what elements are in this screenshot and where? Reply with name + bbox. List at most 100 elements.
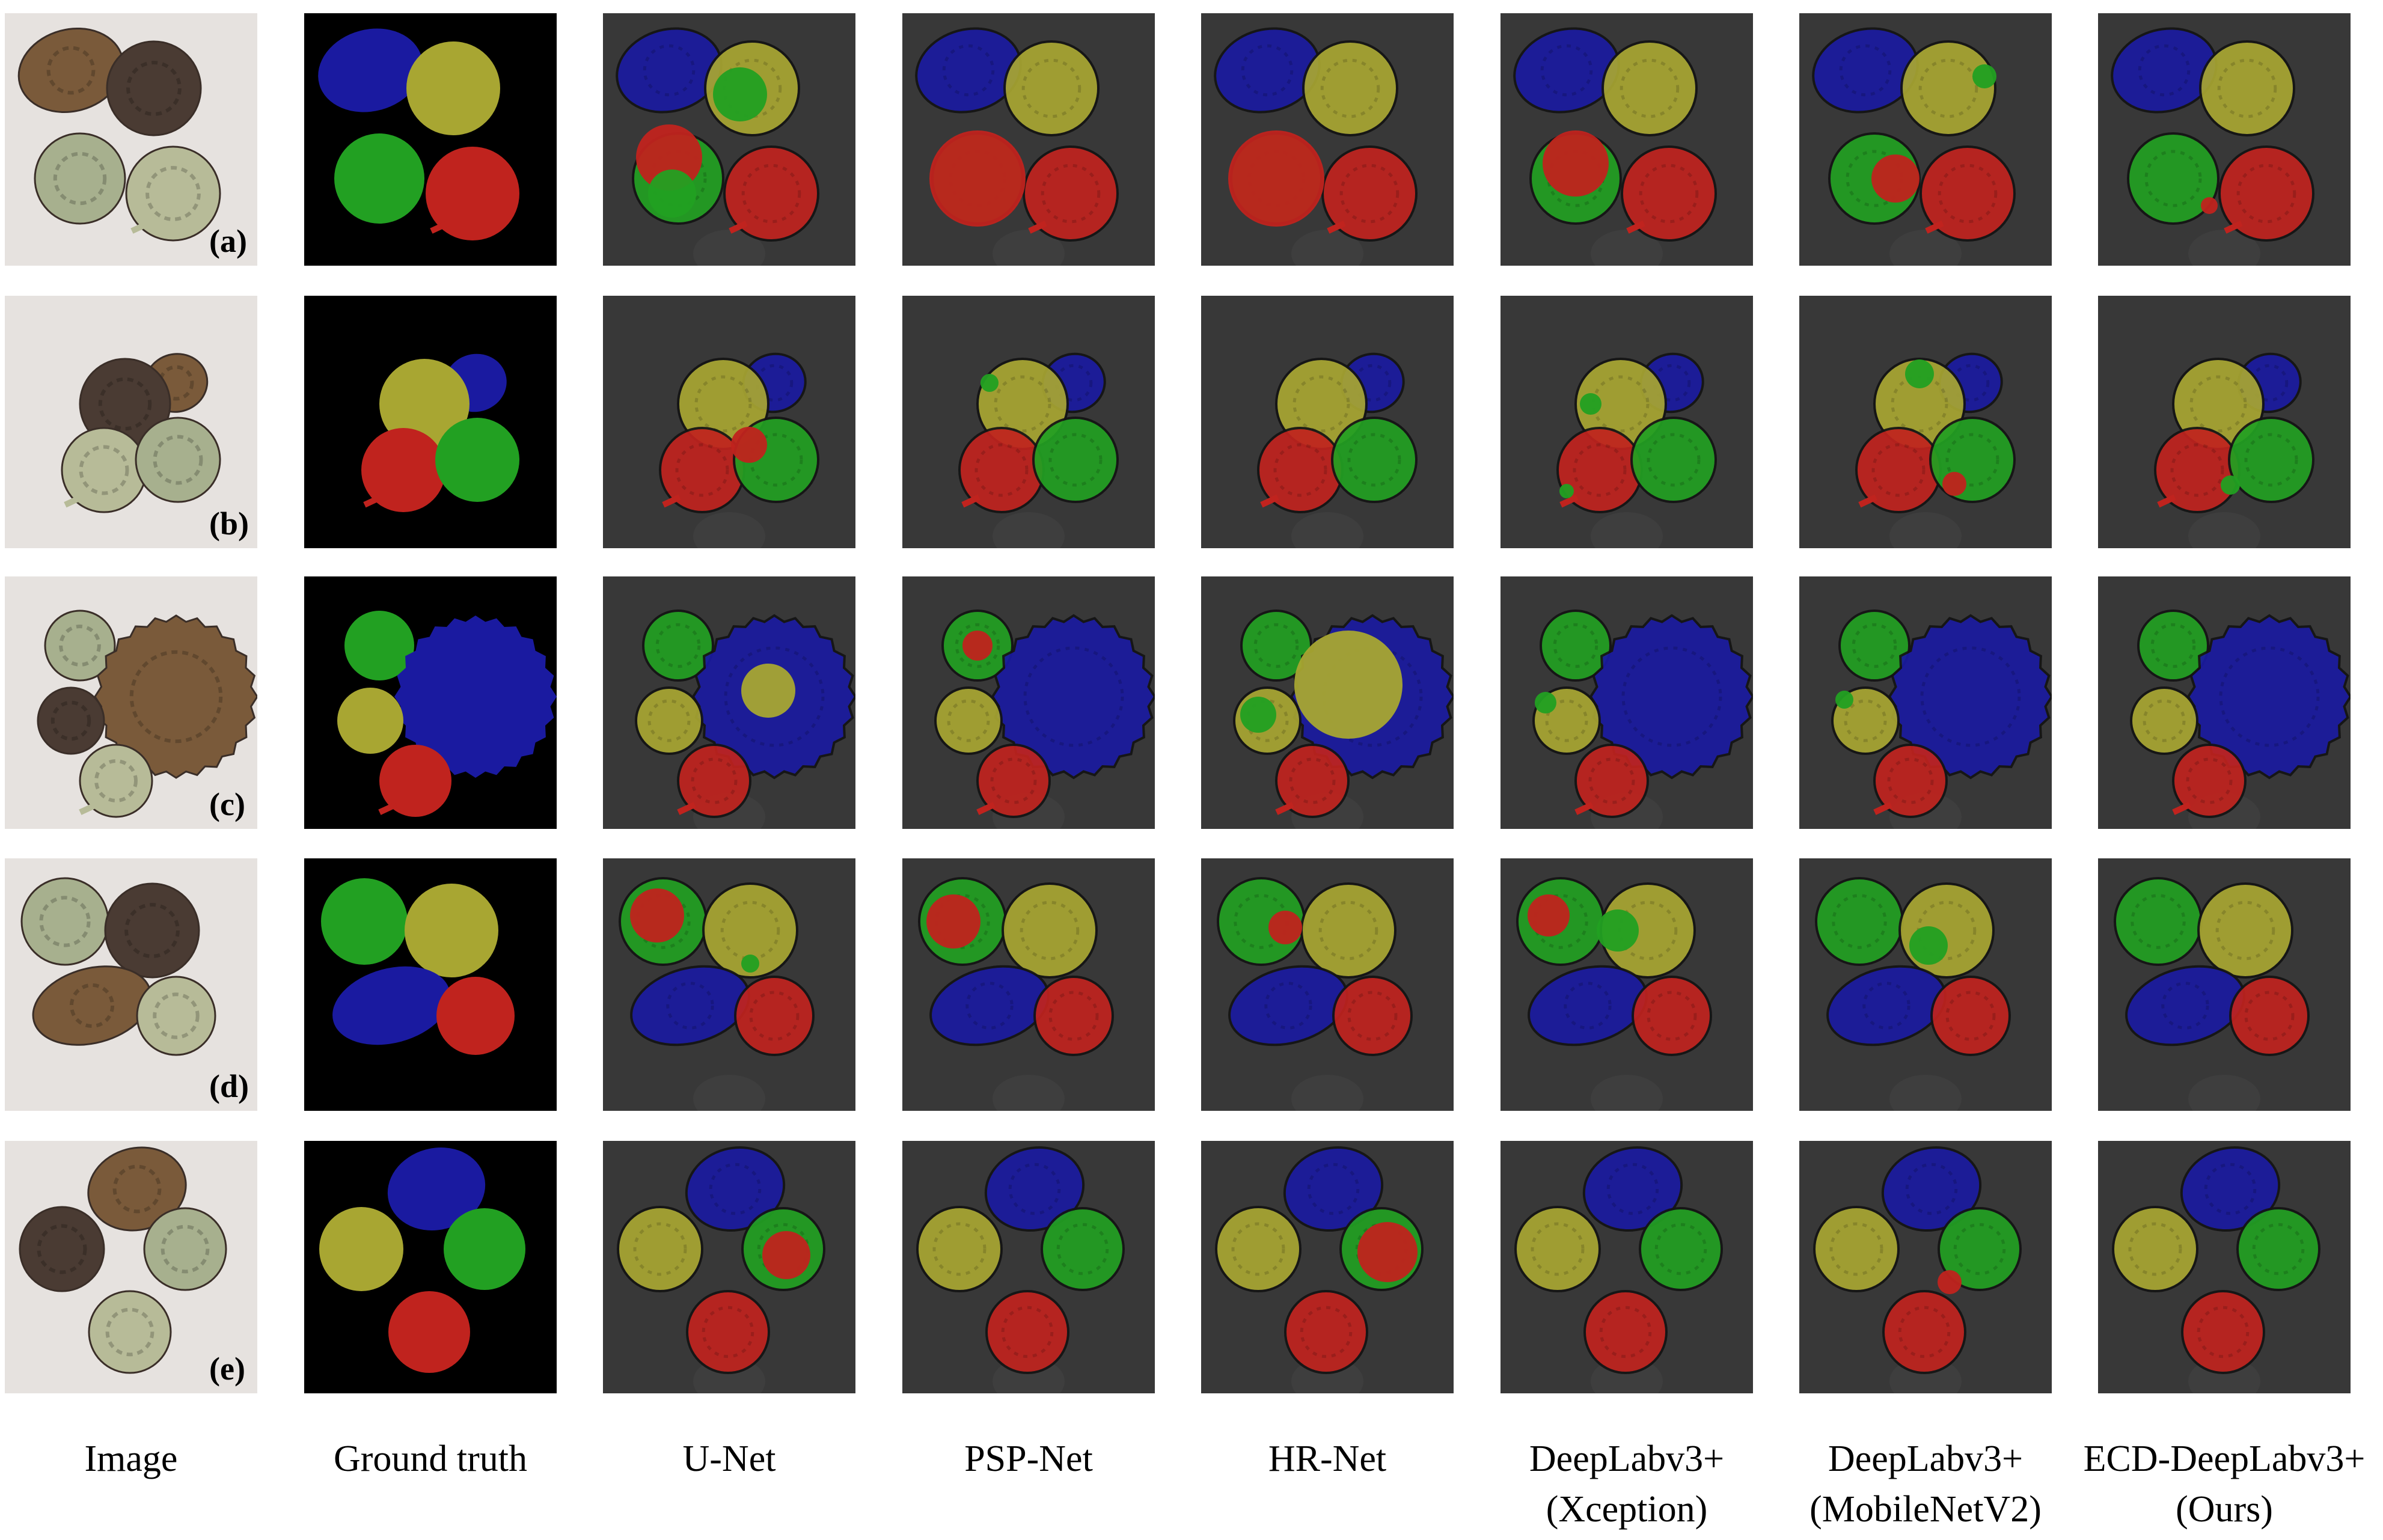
column-label-line2: (MobileNetV2) [1809, 1489, 2042, 1530]
fruit-region [642, 610, 714, 682]
fruit-region [934, 686, 1003, 755]
fruit-region [1938, 1207, 2022, 1291]
fruit-region [34, 132, 126, 225]
fruit-region [378, 745, 451, 817]
fruit-region [1583, 1290, 1668, 1374]
column-label: U-Net [579, 1434, 879, 1484]
prediction-overlay [902, 858, 1155, 1111]
fruit-region [19, 1206, 105, 1292]
fruit-region [984, 1146, 1085, 1232]
fruit-region [379, 359, 470, 449]
fruit-region [361, 428, 445, 512]
fruit-region [332, 966, 450, 1045]
fruit-region [344, 611, 414, 680]
fruit-region [1300, 882, 1396, 979]
fruit-region [394, 616, 557, 778]
ground-truth-mask [304, 858, 557, 1111]
prediction-overlay [1799, 576, 2052, 829]
fruit-region [1929, 417, 2016, 503]
prediction-overlay [1799, 296, 2052, 548]
prediction-overlay [603, 1141, 855, 1393]
prediction-overlay [2098, 858, 2351, 1111]
fruit-region [734, 976, 815, 1056]
fruit-region [1041, 1207, 1125, 1291]
prediction-overlay [603, 858, 855, 1111]
fruit-region [1815, 877, 1904, 966]
fruit-region [1556, 427, 1643, 513]
row-label: (e) [209, 1351, 245, 1387]
fruit-region [318, 28, 423, 112]
fruit-region [44, 610, 116, 682]
prediction-overlay [603, 13, 855, 266]
fruit-region [958, 427, 1045, 513]
fruit-region [135, 417, 221, 503]
column-label-line1: Ground truth [333, 1438, 528, 1479]
fruit-region [976, 744, 1051, 818]
ground-truth-mask [304, 13, 557, 266]
column-label-line2: (Xception) [1546, 1489, 1708, 1530]
fruit-region [1838, 610, 1910, 682]
prediction-overlay [1201, 1141, 1454, 1393]
prediction-overlay [1201, 296, 1454, 548]
fruit-region [1900, 40, 1996, 136]
fruit-region [1032, 417, 1119, 503]
column-label: PSP-Net [878, 1434, 1179, 1484]
fruit-region [2180, 1146, 2281, 1232]
fruit-region [2127, 132, 2219, 225]
prediction-overlay [603, 576, 855, 829]
fruit-region [702, 882, 798, 979]
fruit-region [1632, 976, 1712, 1056]
column-label: DeepLabv3+ (MobileNetV2) [1775, 1434, 2076, 1535]
fruit-region [37, 686, 105, 755]
fruit-region [143, 1207, 227, 1291]
fruit-region [916, 1206, 1003, 1292]
input-photo [5, 296, 257, 548]
fruit-region [1003, 40, 1100, 136]
prediction-overlay [603, 296, 855, 548]
prediction-overlay [1201, 858, 1454, 1111]
column-label-line1: Image [84, 1438, 178, 1479]
fruit-region [1284, 1290, 1368, 1374]
fruit-region [94, 614, 257, 779]
prediction-overlay [902, 576, 1155, 829]
fruit-region [985, 1290, 1069, 1374]
fruit-region [2130, 686, 2198, 755]
fruit-region [61, 427, 147, 513]
fruit-region [426, 147, 519, 240]
fruit-region [405, 884, 498, 977]
fruit-region [1873, 744, 1948, 818]
fruit-region [1898, 882, 1995, 979]
row-label: (c) [209, 786, 245, 822]
fruit-region [1882, 1290, 1966, 1374]
prediction-overlay [1201, 576, 1454, 829]
fruit-region [1574, 744, 1649, 818]
fruit-region [2228, 417, 2314, 503]
fruit-region [617, 1206, 703, 1292]
fruit-region [79, 744, 153, 818]
fruit-region [2137, 610, 2209, 682]
fruit-region [2181, 1290, 2265, 1374]
fruit-region [2199, 40, 2295, 136]
fruit-region [136, 976, 216, 1056]
prediction-overlay [1799, 858, 2052, 1111]
fruit-region [387, 1147, 486, 1231]
prediction-overlay [902, 296, 1155, 548]
fruit-region [1283, 1146, 1384, 1232]
column-label-line1: DeepLabv3+ [1828, 1438, 2024, 1479]
fruit-region [2114, 877, 2203, 966]
fruit-region [1023, 145, 1119, 242]
fruit-region [685, 1146, 786, 1232]
fruit-region [723, 145, 819, 242]
fruit-region [1881, 1146, 1982, 1232]
fruit-region [334, 133, 424, 224]
column-label: HR-Net [1177, 1434, 1478, 1484]
fruit-region [686, 1290, 770, 1374]
input-photo [5, 858, 257, 1111]
column-label: ECD-DeepLabv3+ (Ours) [2074, 1434, 2375, 1535]
fruit-region [321, 878, 408, 965]
fruit-region [1813, 1206, 1900, 1292]
fruit-region [88, 1290, 172, 1374]
fruit-region [444, 1208, 525, 1290]
fruit-region [337, 688, 403, 754]
